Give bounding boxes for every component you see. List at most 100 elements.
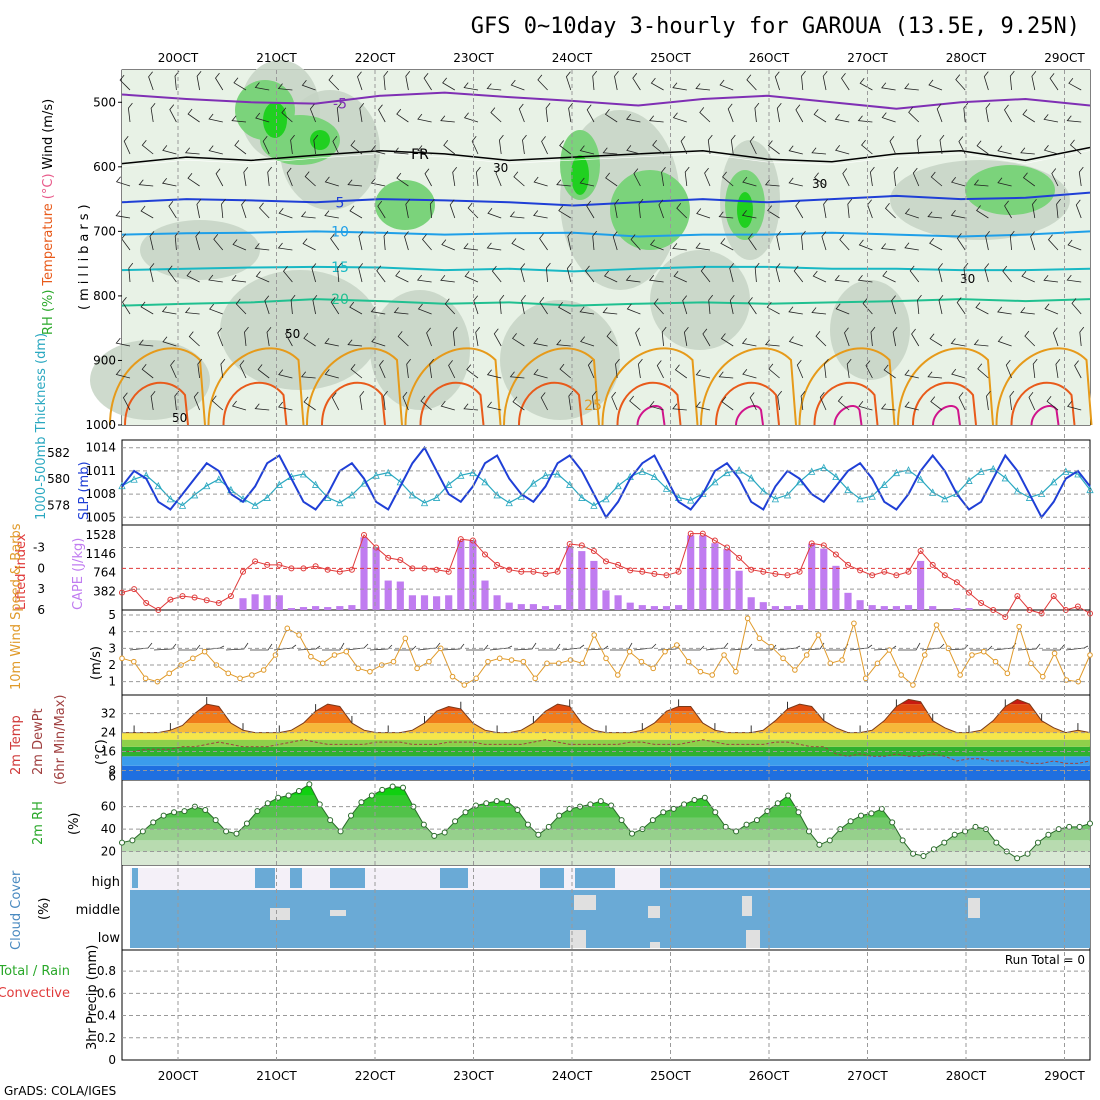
wind-barb — [650, 77, 664, 91]
wind-barb — [958, 136, 966, 155]
profile-y-tick-label: 500 — [93, 95, 116, 109]
rh-marker — [941, 839, 948, 846]
wind-barb — [254, 243, 270, 251]
rh-marker — [545, 823, 552, 830]
li-marker — [675, 568, 682, 575]
thickness-marker — [154, 481, 162, 490]
wind-barb — [889, 135, 896, 155]
wind-barb — [700, 265, 711, 283]
wind-barb — [278, 207, 293, 219]
li-marker — [905, 568, 912, 575]
rh-marker — [389, 783, 396, 790]
wind-barb — [121, 233, 131, 251]
wind-barb — [234, 140, 247, 155]
wind-barb — [749, 136, 757, 155]
wind-speed-marker — [650, 665, 657, 672]
li-marker — [1074, 603, 1081, 610]
cape-bar — [505, 602, 513, 610]
wind-barb — [842, 168, 850, 187]
cape-tick-label: 1146 — [85, 547, 116, 561]
wind-barb — [767, 140, 780, 155]
temperature-contour — [121, 91, 1091, 110]
surface-wind-barb — [1042, 644, 1065, 651]
cape-label: CAPE (J/kg) — [71, 538, 86, 610]
wind-barb — [673, 270, 687, 283]
cloud-high-block — [740, 868, 860, 888]
wind-barb — [115, 210, 131, 219]
wind-barb — [421, 234, 432, 251]
wind-barb — [963, 262, 969, 283]
wind-barb — [208, 113, 223, 123]
wind-speed-marker — [780, 655, 786, 662]
wind-barb — [533, 369, 548, 379]
bottom-x-tick-label: 22OCT — [355, 1069, 396, 1083]
wind-barb — [1049, 73, 1059, 91]
cape-bar — [493, 595, 501, 610]
cloud-high-block — [575, 868, 615, 888]
wind-barb — [161, 306, 177, 315]
li-marker — [203, 597, 210, 604]
wind-barb — [441, 239, 455, 251]
wind-barb — [956, 233, 966, 251]
wind-barb — [938, 295, 944, 315]
wind-barb — [473, 295, 479, 315]
wind-barb — [793, 265, 804, 283]
cape-bar — [275, 595, 283, 610]
li-marker — [433, 566, 440, 573]
thickness-marker — [372, 471, 380, 479]
rh-shade-green — [965, 165, 1055, 215]
wind-barb — [884, 203, 896, 219]
thickness-marker — [178, 501, 187, 509]
wind-barb — [487, 208, 502, 219]
temperature-contour — [121, 191, 1091, 207]
rh-marker — [139, 828, 146, 835]
wind-barb — [1009, 230, 1015, 251]
rh-marker — [847, 818, 854, 825]
wind-barb — [220, 358, 226, 379]
wind-barb — [811, 147, 827, 155]
top-x-tick-label: 22OCT — [355, 51, 396, 65]
wind-barb — [1044, 303, 1059, 315]
cape-bar — [880, 606, 888, 610]
wind-barb — [370, 177, 386, 187]
temperature-contour-30 — [222, 381, 288, 426]
surface-wind-barb — [729, 643, 753, 651]
footer-credit: GrADS: COLA/IGES — [4, 1084, 116, 1098]
wind-barb — [904, 369, 919, 379]
thickness-marker — [904, 466, 913, 474]
wind-barb — [638, 198, 644, 219]
rh-marker — [212, 817, 219, 824]
wind-label: 10m Wind Speed & Barbs — [9, 523, 24, 690]
wind-barb — [695, 242, 711, 251]
rh-marker — [181, 808, 188, 815]
thickness-marker — [408, 491, 417, 499]
rh-contour-label: 50 — [172, 411, 187, 425]
cape-bar — [808, 543, 816, 610]
wind-barb — [788, 336, 803, 347]
wind-speed-marker — [544, 660, 550, 667]
wind-barb — [475, 166, 481, 187]
wind-barb — [404, 231, 409, 251]
top-x-tick-label: 28OCT — [946, 51, 987, 65]
wind-barb — [262, 136, 270, 155]
cape-bar — [324, 607, 332, 610]
wind-barb — [800, 390, 806, 411]
wind-barb — [912, 167, 920, 187]
li-marker — [639, 568, 646, 575]
wind-barb — [847, 198, 853, 219]
rh-tick-label: 20 — [101, 845, 116, 859]
wind-barb — [141, 139, 154, 155]
rh-marker — [1076, 823, 1083, 830]
wind-barb — [184, 147, 200, 155]
wind-barb — [448, 360, 456, 379]
wind-barb — [696, 208, 711, 219]
temperature-contour-25 — [503, 347, 600, 426]
wind-barb — [819, 391, 827, 411]
surface-wind-barb — [513, 642, 537, 651]
wind-barb — [587, 359, 595, 379]
wind-barb — [708, 294, 714, 315]
wind-speed-marker — [886, 647, 893, 653]
rh-marker — [826, 837, 833, 844]
rh-marker — [327, 817, 334, 824]
temperature-contour-30 — [616, 381, 682, 426]
